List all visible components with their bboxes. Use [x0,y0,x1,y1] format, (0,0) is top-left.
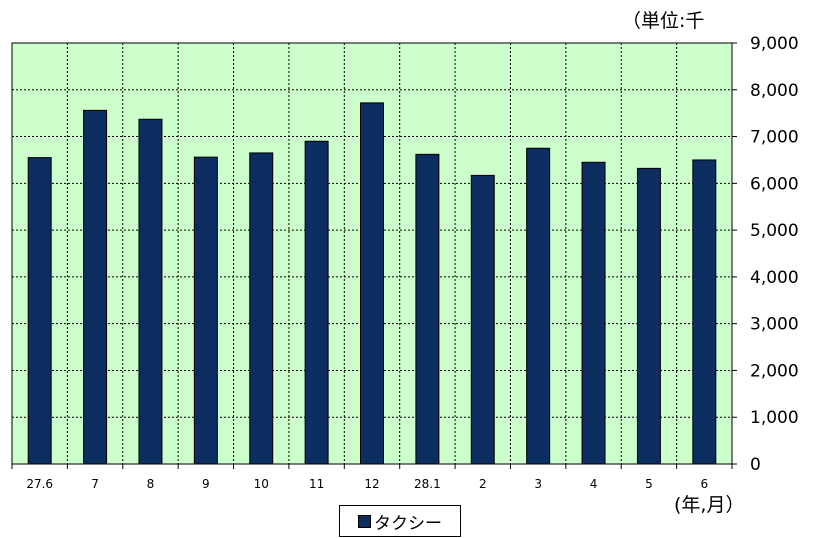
x-tick-label: 2 [479,477,487,491]
x-axis-unit-label: (年,月） [674,494,745,516]
bar [138,118,163,465]
bar [581,161,606,465]
bar [636,167,661,465]
x-tick-label: 5 [645,477,653,491]
y-tick-label: 3,000 [750,315,799,335]
bar [27,157,52,465]
bar [470,174,495,465]
x-tick-label: 9 [202,477,210,491]
x-tick-label: 11 [309,477,324,491]
bar [526,147,551,465]
x-tick-label: 6 [700,477,708,491]
unit-label: （単位:千 [622,10,705,32]
bar [193,156,218,465]
x-tick-label: 12 [364,477,379,491]
x-tick-label: 27.6 [26,477,53,491]
bar [249,152,274,465]
x-tick-label: 7 [91,477,99,491]
y-tick-label: 7,000 [750,128,799,148]
bar [360,102,384,465]
y-tick-label: 8,000 [750,81,799,101]
legend-swatch [358,514,371,528]
y-tick-label: 5,000 [750,221,799,241]
bar [692,159,717,465]
legend: タクシー [339,505,461,537]
x-tick-label: 10 [254,477,269,491]
bar [304,140,329,465]
y-tick-label: 0 [750,455,761,475]
bar [83,109,108,465]
legend-label: タクシー [374,513,442,534]
y-tick-label: 1,000 [750,408,799,428]
y-tick-label: 9,000 [750,34,799,54]
x-tick-label: 28.1 [414,477,441,491]
x-tick-label: 4 [590,477,598,491]
y-tick-label: 4,000 [750,268,799,288]
x-tick-label: 3 [534,477,542,491]
y-tick-label: 2,000 [750,361,799,381]
bar [415,153,440,465]
x-tick-label: 8 [147,477,155,491]
y-tick-label: 6,000 [750,174,799,194]
